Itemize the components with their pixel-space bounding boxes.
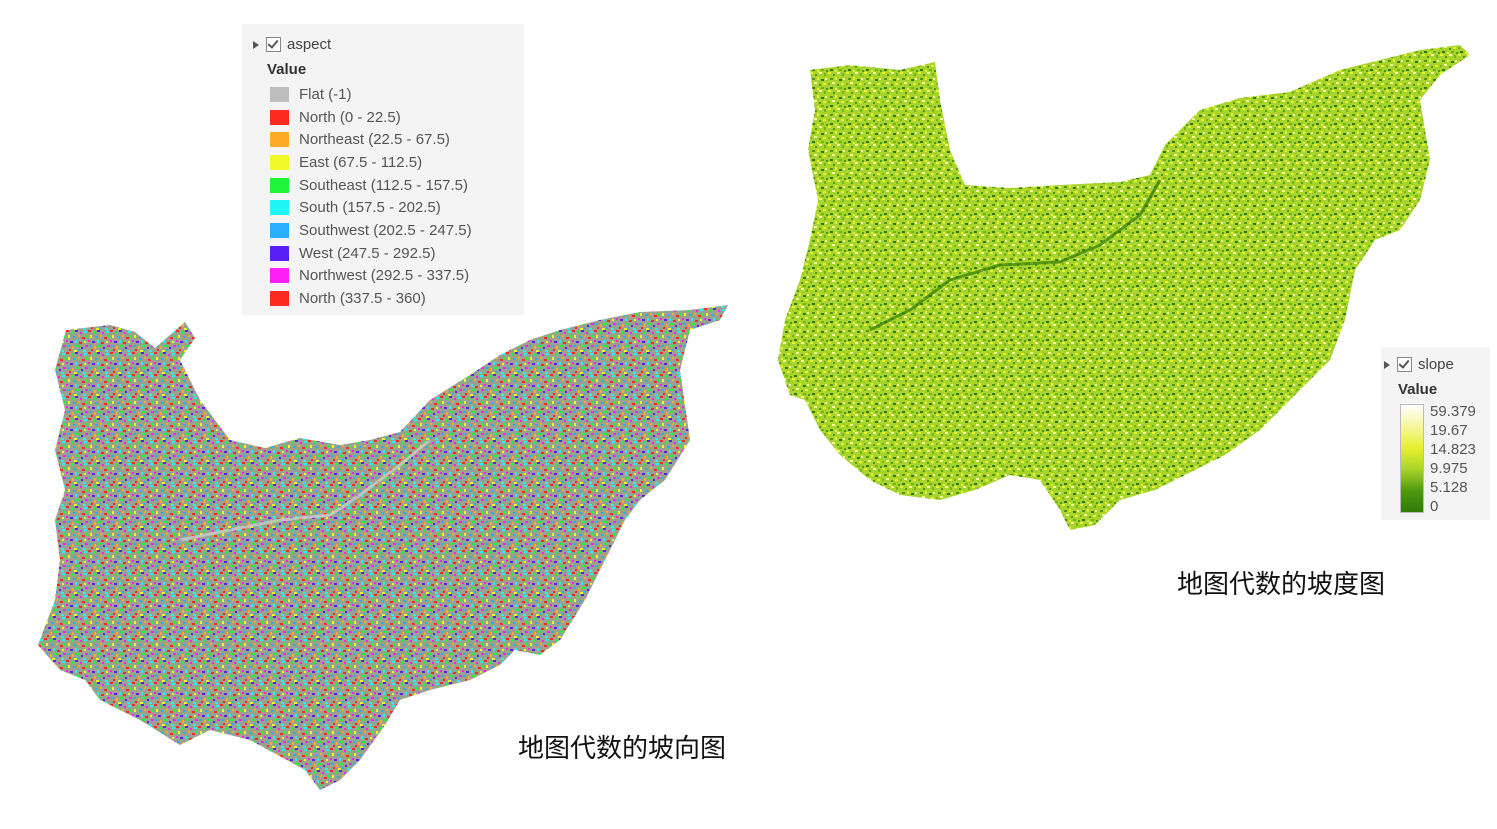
legend-swatch [270, 154, 289, 170]
aspect-visibility-checkbox[interactable] [266, 37, 281, 52]
legend-swatch [270, 222, 289, 238]
legend-label: Southwest (202.5 - 247.5) [299, 221, 472, 239]
legend-swatch [270, 132, 289, 148]
aspect-legend-row: Northwest (292.5 - 337.5) [270, 265, 472, 288]
slope-ramp-label: 0 [1430, 498, 1439, 515]
legend-label: Southeast (112.5 - 157.5) [299, 176, 468, 194]
aspect-legend-row: North (337.5 - 360) [270, 287, 472, 310]
slope-legend-panel: slope Value 59.379 19.67 14.823 9.975 5.128 0 [1381, 347, 1490, 520]
legend-label: North (0 - 22.5) [299, 108, 401, 126]
aspect-class-list: Flat (-1) North (0 - 22.5) Northeast (22.5… [270, 83, 472, 310]
legend-label: Flat (-1) [299, 85, 352, 103]
aspect-legend-row: West (247.5 - 292.5) [270, 242, 472, 265]
slope-layer-name: slope [1418, 356, 1454, 373]
legend-swatch [270, 268, 289, 284]
aspect-layer-header: aspect [252, 36, 331, 53]
aspect-legend-row: East (67.5 - 112.5) [270, 151, 472, 174]
aspect-layer-name: aspect [287, 36, 332, 53]
legend-swatch [270, 291, 289, 307]
legend-swatch [270, 86, 289, 102]
slope-ramp-label: 19.67 [1430, 422, 1468, 439]
aspect-legend-row: South (157.5 - 202.5) [270, 196, 472, 219]
slope-map-region [778, 45, 1470, 530]
legend-swatch [270, 109, 289, 125]
slope-river-line [869, 179, 1162, 332]
aspect-legend-panel: aspect Value Flat (-1) North (0 - 22.5) No… [242, 24, 524, 315]
collapse-caret-icon[interactable] [1384, 360, 1390, 369]
aspect-value-header: Value [267, 61, 307, 78]
legend-label: South (157.5 - 202.5) [299, 199, 441, 217]
legend-label: North (337.5 - 360) [299, 290, 426, 308]
slope-ramp-label: 9.975 [1430, 460, 1468, 477]
slope-visibility-checkbox[interactable] [1397, 357, 1412, 372]
legend-label: West (247.5 - 292.5) [299, 244, 436, 262]
slope-layer-header: slope [1383, 356, 1454, 373]
legend-label: Northeast (22.5 - 67.5) [299, 131, 450, 149]
legend-swatch [270, 245, 289, 261]
aspect-legend-row: North (0 - 22.5) [270, 106, 472, 129]
aspect-legend-row: Southeast (112.5 - 157.5) [270, 174, 472, 197]
slope-color-ramp [1400, 404, 1424, 513]
legend-label: Northwest (292.5 - 337.5) [299, 267, 470, 285]
slope-ramp-label: 59.379 [1430, 403, 1476, 420]
aspect-map-region [38, 305, 728, 790]
legend-label: East (67.5 - 112.5) [299, 153, 423, 171]
legend-swatch [270, 177, 289, 193]
aspect-legend-row: Northeast (22.5 - 67.5) [270, 128, 472, 151]
legend-swatch [270, 200, 289, 216]
aspect-river-line [179, 438, 431, 542]
collapse-caret-icon[interactable] [253, 40, 259, 49]
slope-map-caption: 地图代数的坡度图 [1177, 570, 1386, 600]
slope-ramp-label: 5.128 [1430, 479, 1468, 496]
slope-ramp-label: 14.823 [1430, 441, 1476, 458]
aspect-legend-row: Southwest (202.5 - 247.5) [270, 219, 472, 242]
slope-value-header: Value [1398, 381, 1438, 398]
aspect-legend-row: Flat (-1) [270, 83, 472, 106]
aspect-map-caption: 地图代数的坡向图 [518, 734, 727, 764]
